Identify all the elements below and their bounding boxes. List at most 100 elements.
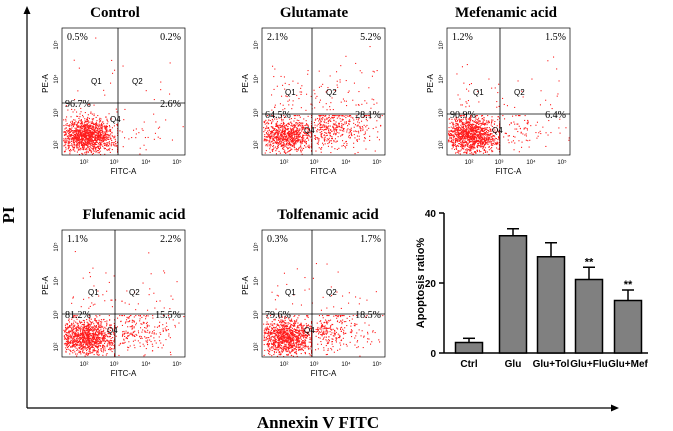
facs-dot: [70, 339, 72, 341]
facs-dot: [353, 130, 355, 132]
facs-dot: [457, 137, 459, 139]
facs-dot: [92, 326, 94, 328]
facs-dot: [104, 333, 106, 335]
facs-dot: [92, 134, 94, 136]
facs-dot: [469, 138, 471, 140]
facs-dot: [81, 145, 83, 147]
facs-dot: [282, 137, 284, 139]
facs-dot: [301, 147, 303, 149]
facs-dot: [496, 144, 498, 146]
facs-dot: [104, 153, 106, 155]
facs-dot: [273, 116, 275, 118]
facs-dot: [288, 131, 290, 133]
facs-dot: [460, 124, 462, 126]
facs-dot: [92, 349, 94, 351]
facs-dot: [358, 138, 360, 140]
facs-dot: [65, 327, 67, 329]
facs-dot: [280, 145, 282, 147]
facs-dot: [340, 126, 342, 128]
facs-dot: [77, 326, 79, 328]
facs-dot: [498, 83, 500, 85]
facs-dot: [71, 108, 73, 110]
facs-dot: [496, 142, 498, 144]
facs-dot: [336, 131, 338, 133]
facs-dot: [463, 115, 465, 117]
facs-dot: [272, 138, 274, 140]
facs-dot: [524, 115, 526, 117]
facs-dot: [352, 117, 354, 119]
facs-dot: [278, 139, 280, 141]
facs-dot: [276, 122, 278, 124]
facs-dot: [465, 101, 467, 103]
facs-dot: [73, 345, 75, 347]
facs-dot: [320, 133, 322, 135]
facs-dot: [66, 324, 68, 326]
facs-dot: [106, 129, 108, 131]
facs-dot: [465, 137, 467, 139]
facs-dot: [109, 151, 111, 153]
facs-dot: [69, 124, 71, 126]
facs-dot: [333, 128, 335, 130]
facs-dot: [303, 118, 305, 120]
facs-dot: [298, 124, 300, 126]
facs-dot: [97, 328, 99, 330]
facs-dot: [503, 103, 505, 105]
facs-dot: [294, 141, 296, 143]
facs-dot: [109, 128, 111, 130]
facs-dot: [333, 129, 335, 131]
facs-dot: [99, 127, 101, 129]
facs-dot: [448, 134, 450, 136]
facs-dot: [467, 120, 469, 122]
facs-dot: [93, 346, 95, 348]
facs-dot: [102, 130, 104, 132]
facs-dot: [71, 121, 73, 123]
facs-dot: [292, 80, 294, 82]
facs-dot: [83, 134, 85, 136]
facs-dot: [466, 132, 468, 134]
facs-dot: [87, 132, 89, 134]
facs-dot: [298, 98, 300, 100]
facs-dot: [465, 149, 467, 151]
facs-dot: [69, 141, 71, 143]
facs-dot: [320, 121, 322, 123]
facs-dot: [473, 128, 475, 130]
facs-dot: [80, 327, 82, 329]
facs-dot: [90, 150, 92, 152]
facs-dot: [292, 125, 294, 127]
facs-dot: [90, 342, 92, 344]
facs-dot: [98, 148, 100, 150]
facs-dot: [288, 142, 290, 144]
facs-dot: [276, 142, 278, 144]
facs-dot: [472, 133, 474, 135]
facs-dot: [104, 321, 106, 323]
facs-dot: [85, 342, 87, 344]
facs-dot: [85, 153, 87, 155]
facs-dot: [457, 150, 459, 152]
facs-dot: [75, 316, 77, 318]
facs-dot: [310, 95, 312, 97]
facs-dot: [276, 132, 278, 134]
facs-dot: [294, 135, 296, 137]
facs-dot: [462, 132, 464, 134]
facs-dot: [481, 115, 483, 117]
facs-dot: [93, 132, 95, 134]
facs-dot: [280, 133, 282, 135]
facs-dot: [95, 125, 97, 127]
facs-dot: [285, 144, 287, 146]
facs-dot: [64, 150, 66, 152]
facs-dot: [456, 133, 458, 135]
facs-dot: [77, 143, 79, 145]
facs-dot: [466, 131, 468, 133]
facs-dot: [267, 143, 269, 145]
facs-dot: [74, 327, 76, 329]
facs-dot: [102, 345, 104, 347]
facs-dot: [307, 125, 309, 127]
facs-dot: [99, 137, 101, 139]
facs-dot: [330, 120, 332, 122]
facs-dot: [290, 121, 292, 123]
facs-dot: [483, 119, 485, 121]
facs-dot: [71, 332, 73, 334]
facs-dot: [83, 339, 85, 341]
facs-dot: [65, 137, 67, 139]
facs-dot: [306, 123, 308, 125]
